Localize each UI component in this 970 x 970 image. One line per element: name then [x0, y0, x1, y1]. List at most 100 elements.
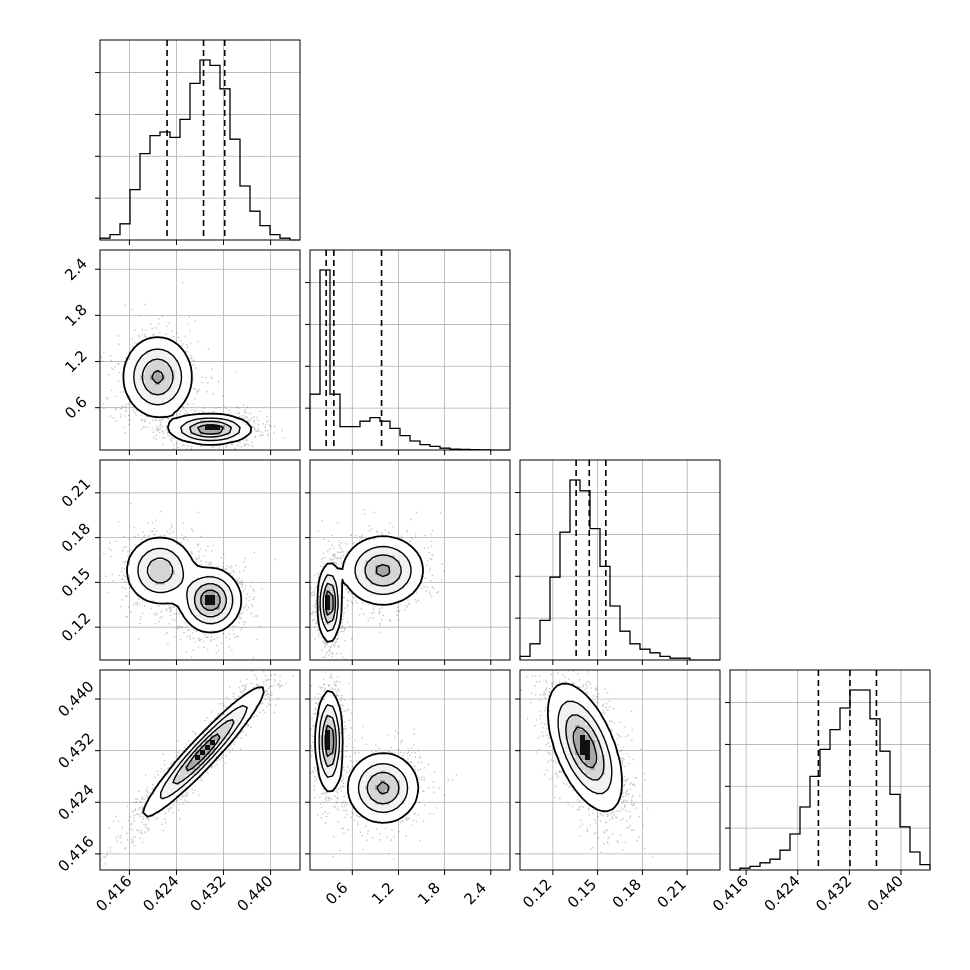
density-cell: [405, 590, 411, 596]
density-cell: [190, 560, 196, 566]
density-cell: [155, 595, 161, 601]
density-cell: [370, 570, 376, 576]
density-cell: [185, 560, 191, 566]
density-cell: [135, 365, 141, 371]
density-cell: [165, 365, 171, 371]
density-cell: [330, 710, 336, 716]
density-cell: [220, 615, 226, 621]
density-cell: [140, 585, 146, 591]
density-cell: [575, 780, 581, 786]
density-cell: [225, 590, 231, 596]
xtick-label: 0.12: [519, 875, 555, 911]
density-cell: [180, 770, 186, 776]
panel-frame: [309, 249, 511, 451]
density-cell: [225, 415, 231, 421]
density-cell: [170, 795, 176, 801]
density-cell: [210, 440, 216, 446]
density-cell: [585, 745, 591, 751]
density-cell: [220, 600, 226, 606]
density-cell: [360, 550, 366, 556]
density-cell: [385, 565, 391, 571]
density-cell: [355, 550, 361, 556]
density-cell: [560, 730, 566, 736]
density-cell: [375, 550, 381, 556]
density-cell: [160, 350, 166, 356]
density-cell: [130, 385, 136, 391]
density-cell: [165, 395, 171, 401]
density-cell: [610, 775, 616, 781]
density-cell: [365, 770, 371, 776]
density-cell: [410, 790, 416, 796]
density-cell: [320, 585, 326, 591]
density-cell: [380, 805, 386, 811]
density-cell: [570, 715, 576, 721]
density-cell: [360, 575, 366, 581]
density-cell: [350, 570, 356, 576]
density-cell: [335, 775, 341, 781]
density-cell: [185, 360, 191, 366]
density-cell: [375, 535, 381, 541]
density-cell: [215, 735, 221, 741]
density-cell: [240, 705, 246, 711]
density-cell: [585, 795, 591, 801]
density-cell: [405, 555, 411, 561]
density-cell: [315, 755, 321, 761]
density-cell: [135, 395, 141, 401]
density-cell: [600, 800, 606, 806]
density-cell: [220, 415, 226, 421]
density-cell: [145, 410, 151, 416]
density-cell: [360, 805, 366, 811]
density-cell: [550, 710, 556, 716]
density-cell: [405, 585, 411, 591]
density-cell: [320, 570, 326, 576]
density-cell: [155, 400, 161, 406]
density-cell: [205, 625, 211, 631]
density-cell: [205, 430, 211, 436]
density-cell: [190, 565, 196, 571]
density-cell: [615, 775, 621, 781]
density-cell: [175, 385, 181, 391]
density-cell: [155, 410, 161, 416]
density-cell: [150, 555, 156, 561]
density-cell: [155, 585, 161, 591]
density-cell: [175, 780, 181, 786]
density-cell: [330, 570, 336, 576]
density-cell: [360, 790, 366, 796]
density-cell: [575, 755, 581, 761]
density-cell: [330, 755, 336, 761]
density-cell: [155, 355, 161, 361]
density-cell: [165, 545, 171, 551]
density-cell: [580, 705, 586, 711]
density-cell: [595, 730, 601, 736]
density-cell: [555, 730, 561, 736]
density-cell: [600, 725, 606, 731]
density-cell: [565, 760, 571, 766]
density-cell: [390, 560, 396, 566]
density-cell: [375, 560, 381, 566]
density-cell: [385, 590, 391, 596]
density-cell: [175, 430, 181, 436]
density-cell: [575, 735, 581, 741]
density-cell: [315, 735, 321, 741]
density-cell: [225, 725, 231, 731]
density-cell: [320, 770, 326, 776]
density-cell: [140, 560, 146, 566]
density-cell: [325, 695, 331, 701]
density-cell: [550, 720, 556, 726]
density-cell: [160, 540, 166, 546]
density-cell: [170, 425, 176, 431]
density-cell: [150, 360, 156, 366]
density-cell: [160, 400, 166, 406]
density-cell: [225, 610, 231, 616]
density-cell: [220, 605, 226, 611]
density-cell: [125, 385, 131, 391]
density-cell: [140, 570, 146, 576]
density-cell: [135, 375, 141, 381]
density-cell: [560, 700, 566, 706]
density-cell: [345, 570, 351, 576]
density-cell: [380, 555, 386, 561]
density-cell: [175, 365, 181, 371]
density-cell: [560, 705, 566, 711]
density-cell: [360, 545, 366, 551]
density-cell: [590, 790, 596, 796]
